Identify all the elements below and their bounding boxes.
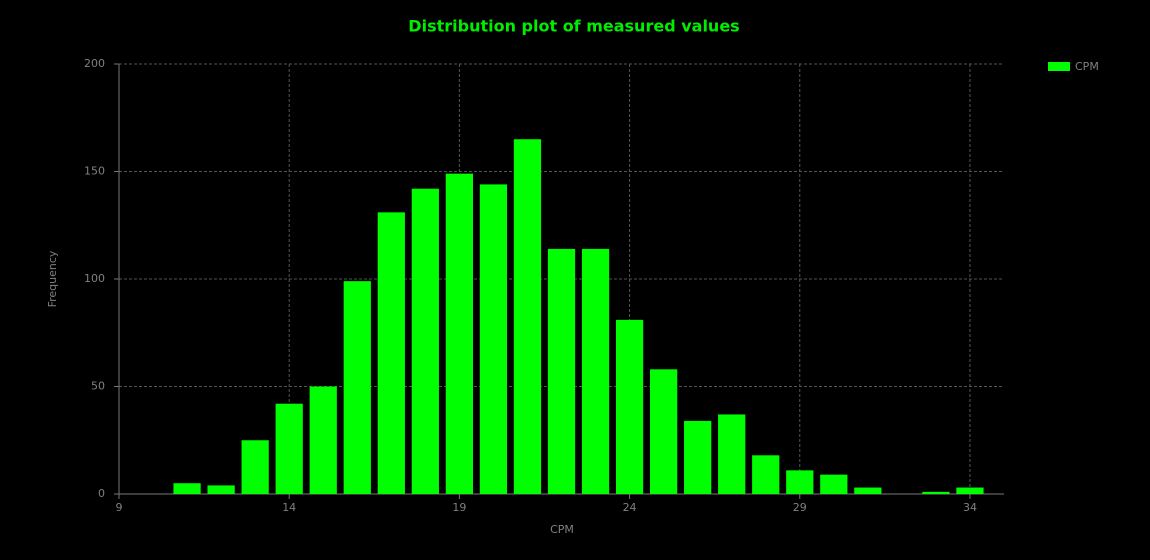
chart-title: Distribution plot of measured values xyxy=(408,17,739,36)
bar xyxy=(547,248,576,494)
bar xyxy=(241,440,269,494)
x-tick-label: 29 xyxy=(793,501,807,514)
bar xyxy=(854,487,882,494)
bar xyxy=(207,485,235,494)
y-tick-label: 200 xyxy=(84,57,105,70)
x-axis-label: CPM xyxy=(550,523,574,536)
bar xyxy=(956,487,984,494)
bar xyxy=(650,369,678,494)
bar xyxy=(615,319,644,494)
bar xyxy=(309,386,337,494)
x-tick-label: 24 xyxy=(623,501,637,514)
bar xyxy=(275,403,303,494)
y-tick-label: 0 xyxy=(98,487,105,500)
bar xyxy=(718,414,746,494)
x-tick-label: 19 xyxy=(452,501,466,514)
legend-label: CPM xyxy=(1075,60,1099,73)
bar xyxy=(786,470,814,494)
bar xyxy=(820,474,848,494)
bar xyxy=(513,139,542,494)
bar xyxy=(445,173,473,494)
x-tick-label: 9 xyxy=(116,501,123,514)
x-tick-label: 34 xyxy=(963,501,977,514)
bar xyxy=(581,248,610,494)
bar xyxy=(752,455,780,494)
bar xyxy=(684,420,712,494)
bar xyxy=(377,212,405,494)
y-tick-label: 50 xyxy=(91,380,105,393)
bar xyxy=(922,491,950,494)
y-axis-label: Frequency xyxy=(46,250,59,307)
x-tick-label: 14 xyxy=(282,501,296,514)
bar xyxy=(411,188,439,494)
bar xyxy=(173,483,201,494)
y-tick-label: 100 xyxy=(84,272,105,285)
y-tick-label: 150 xyxy=(84,165,105,178)
legend-swatch xyxy=(1048,62,1070,71)
bar xyxy=(343,281,371,494)
bar xyxy=(479,184,508,494)
